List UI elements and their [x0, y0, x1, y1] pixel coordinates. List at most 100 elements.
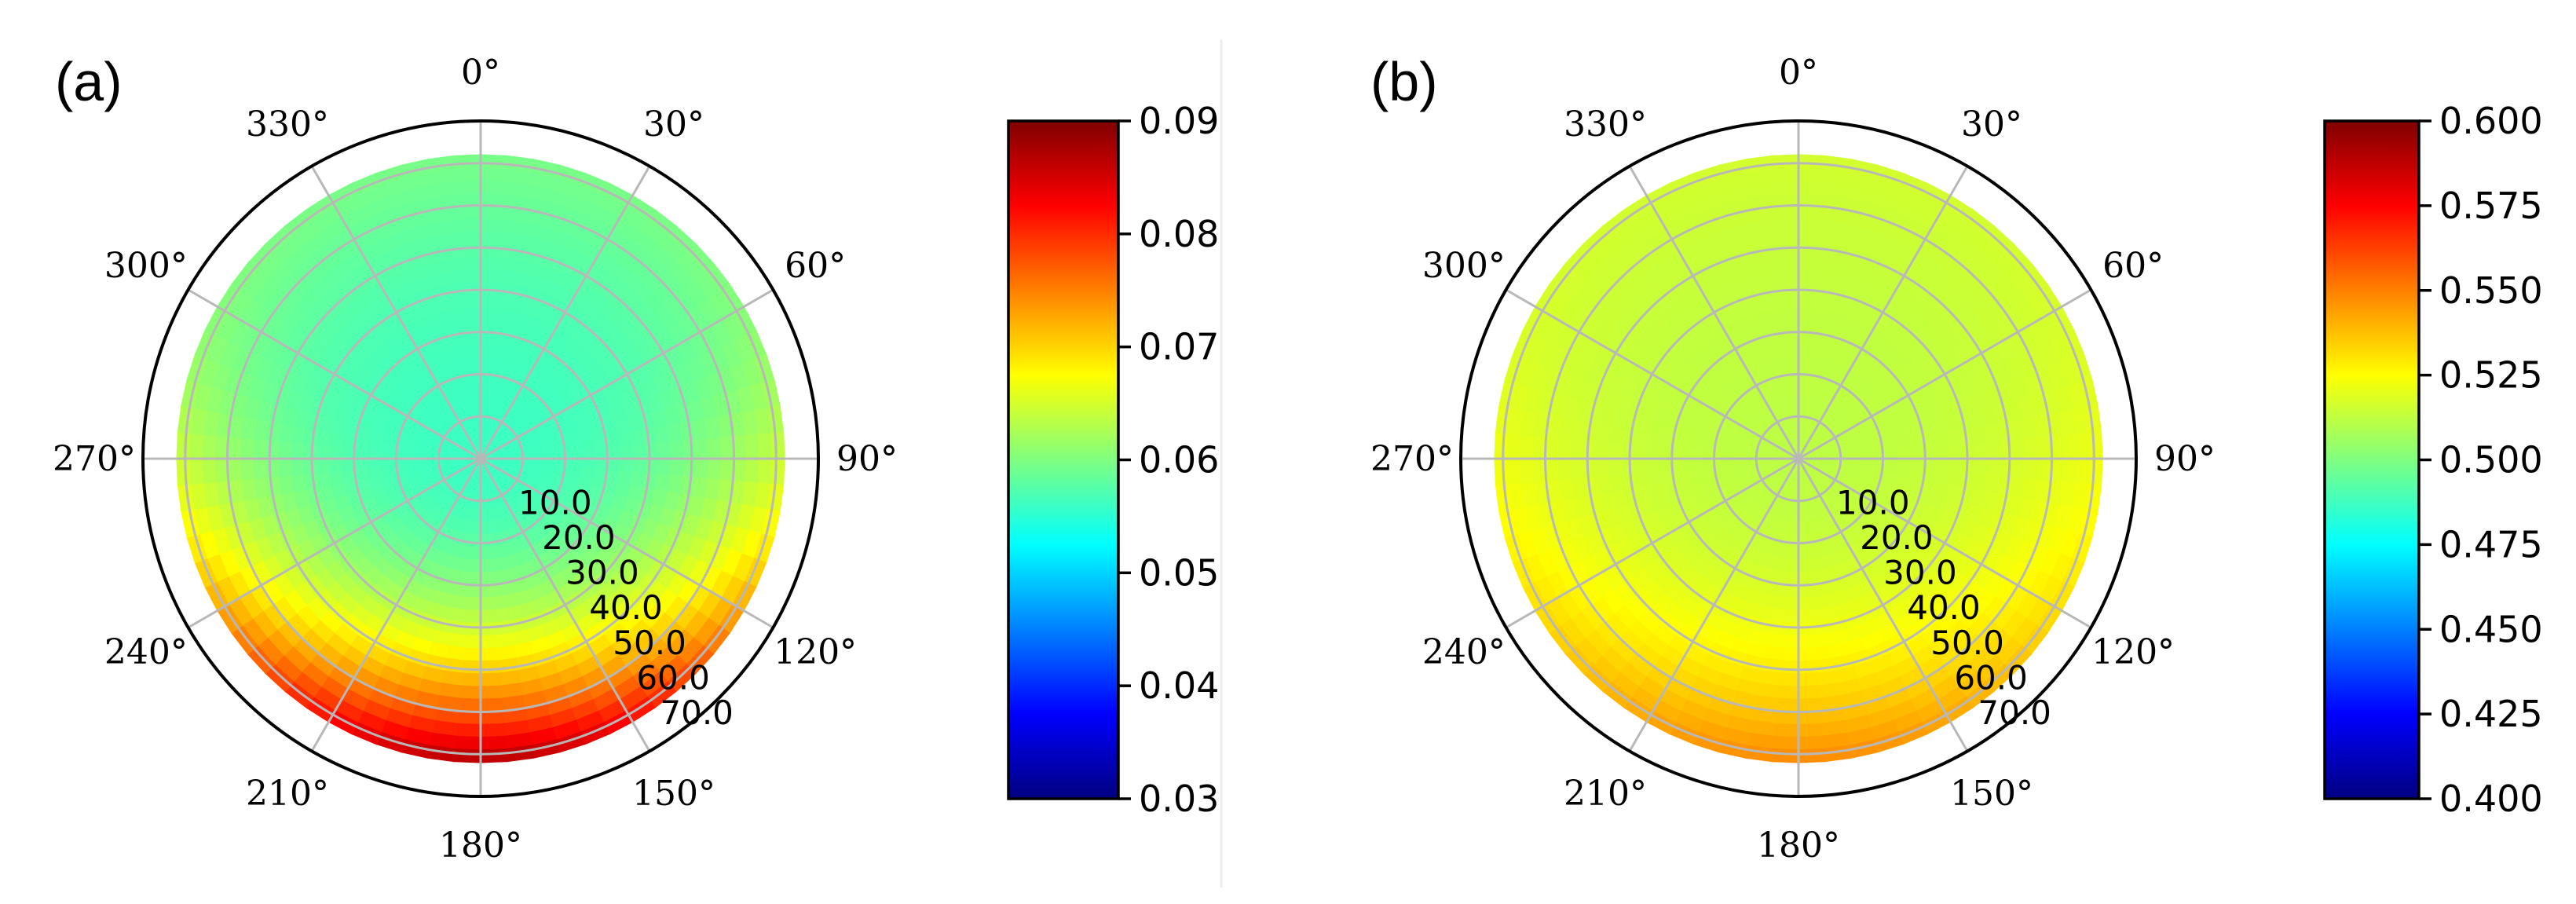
theta-tick-label: 0°: [1779, 53, 1818, 93]
heat-cell: [1659, 445, 1673, 459]
heat-cell: [1798, 609, 1813, 624]
heat-cell: [1798, 735, 1824, 751]
heat-cell: [1778, 230, 1799, 245]
heat-cell: [1684, 458, 1699, 470]
heat-cell: [480, 306, 495, 320]
heat-cell: [1771, 748, 1799, 763]
heat-cell: [1789, 357, 1799, 371]
heat-cell: [1621, 472, 1637, 490]
heat-cell: [460, 672, 481, 687]
heat-cell: [1812, 620, 1830, 636]
heat-cell: [1798, 167, 1824, 182]
theta-tick-label: 0°: [461, 53, 500, 93]
heat-cell: [176, 458, 192, 486]
grid-spoke: [310, 458, 482, 752]
heat-cell: [252, 438, 267, 459]
heat-cell: [757, 458, 773, 485]
heat-cell: [461, 243, 481, 258]
heat-cell: [451, 607, 468, 624]
heat-cell: [642, 427, 658, 445]
heat-cell: [1787, 331, 1799, 346]
heat-cell: [593, 458, 608, 470]
heat-cell: [1773, 735, 1799, 751]
heat-cell: [1924, 445, 1939, 459]
heat-cell: [1897, 438, 1913, 451]
heat-cell: [1595, 440, 1610, 459]
heat-cell: [480, 280, 497, 295]
heat-cell: [488, 545, 499, 561]
heat-cell: [480, 268, 498, 283]
heat-cell: [467, 318, 481, 333]
heat-cell: [456, 179, 481, 195]
heat-cell: [379, 458, 393, 468]
heat-cell: [1769, 294, 1786, 310]
heat-cell: [379, 466, 394, 478]
heat-cell: [694, 458, 709, 479]
heat-cell: [1781, 635, 1799, 650]
heat-cell: [469, 331, 481, 346]
heat-cell: [682, 458, 697, 478]
heat-cell: [328, 470, 344, 486]
r-tick-label: 30.0: [565, 554, 639, 592]
heat-cell: [462, 357, 474, 372]
r-tick-label: 50.0: [613, 624, 686, 662]
heat-cell: [455, 735, 481, 751]
heat-cell: [1812, 281, 1830, 298]
heat-cell: [1974, 458, 1989, 476]
theta-tick-label: 330°: [1564, 104, 1647, 145]
heat-cell: [201, 434, 217, 459]
heat-cell: [1798, 293, 1813, 308]
r-tick-label: 20.0: [1860, 518, 1934, 557]
heat-cell: [1798, 584, 1812, 599]
heat-cell: [757, 433, 773, 459]
r-tick-label: 30.0: [1883, 554, 1957, 592]
heat-cell: [644, 458, 659, 475]
r-tick-label: 10.0: [518, 484, 592, 522]
colorbar-tick-label: 0.600: [2439, 100, 2543, 142]
heat-cell: [619, 458, 634, 473]
heat-cell: [226, 458, 242, 481]
heat-cell: [1798, 255, 1817, 270]
grid-spoke: [187, 288, 481, 460]
heat-cell: [669, 440, 684, 459]
heat-cell: [493, 294, 510, 310]
heat-cell: [176, 431, 192, 459]
heat-cell: [460, 230, 481, 245]
heat-cell: [1780, 255, 1799, 270]
heat-cell: [1671, 458, 1686, 470]
theta-tick-label: 120°: [2091, 632, 2175, 672]
heat-cell: [1898, 458, 1913, 470]
heat-cell: [453, 748, 481, 763]
heat-cell: [631, 444, 646, 459]
heat-cell: [480, 167, 507, 182]
heat-cell: [606, 445, 621, 459]
heat-cell: [1776, 204, 1799, 220]
colorbar: [2325, 121, 2419, 799]
grid-spoke: [310, 165, 482, 459]
heat-cell: [480, 179, 506, 195]
heat-cell: [456, 723, 481, 738]
heat-cell: [1570, 458, 1585, 479]
heat-cell: [2075, 433, 2091, 459]
heat-cell: [1798, 243, 1818, 258]
theta-tick-label: 120°: [774, 632, 857, 672]
heat-cell: [480, 217, 503, 232]
heat-cell: [480, 344, 492, 359]
heat-cell: [480, 318, 494, 333]
heat-cell: [1937, 445, 1952, 459]
heat-cell: [466, 609, 481, 624]
heat-cell: [226, 436, 242, 459]
heat-cell: [239, 437, 254, 459]
heat-cell: [1798, 748, 1826, 763]
r-tick-label: 40.0: [589, 588, 663, 627]
theta-tick-label: 300°: [104, 246, 188, 286]
heat-cell: [1935, 431, 1951, 448]
colorbar-tick-label: 0.06: [1139, 439, 1219, 481]
heat-cell: [2012, 438, 2027, 459]
heat-cell: [644, 442, 659, 459]
heat-cell: [451, 294, 468, 310]
heat-cell: [265, 458, 280, 478]
theta-tick-label: 240°: [1422, 632, 1506, 672]
heat-cell: [580, 448, 595, 459]
heat-cell: [1583, 439, 1597, 459]
